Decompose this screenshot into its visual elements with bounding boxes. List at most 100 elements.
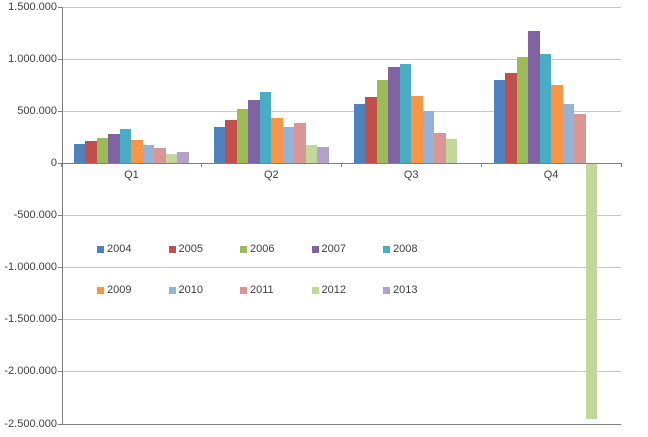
x-axis-tick [61,163,62,168]
bar-2006-q2 [236,109,249,164]
x-axis-label-q2: Q2 [263,169,279,182]
bar-2008-q1 [119,129,132,164]
bar-2004-q4 [493,79,506,164]
y-axis-label: 1.500.000 [8,0,57,13]
legend-swatch-2004 [97,245,104,253]
gridline [61,371,621,373]
legend-swatch-2007 [311,245,319,253]
bar-2004-q1 [74,143,86,164]
bar-2007-q4 [528,31,540,164]
bar-2008-q4 [539,53,552,164]
bar-2010-q3 [422,110,435,164]
bar-2006-q1 [96,137,109,164]
y-axis-label: -500.000 [13,209,57,221]
bar-2006-q3 [376,79,389,164]
legend-item-2007: 2007 [311,243,346,255]
legend-item-2005: 2005 [168,243,203,255]
x-axis-label-q4: Q4 [543,169,559,182]
bar-2005-q4 [505,72,517,164]
gridline [61,58,621,60]
bar-2009-q3 [411,95,423,164]
legend-swatch-2010 [168,286,176,294]
y-axis-tick [57,162,62,164]
bar-2007-q1 [108,133,120,164]
y-axis-tick [57,423,62,425]
x-axis-label-q3: Q3 [403,169,419,182]
legend-item-2013: 2013 [383,284,417,296]
y-axis-tick [57,110,62,112]
legend-label-2013: 2013 [393,284,418,296]
legend-swatch-2006 [240,245,247,253]
y-axis-tick [57,58,62,60]
legend-label-2006: 2006 [250,243,275,255]
legend-swatch-2008 [383,245,390,253]
legend-label-2005: 2005 [178,243,203,255]
gridline [61,319,621,321]
bar-2013-q2 [317,147,329,164]
legend-swatch-2005 [168,245,176,253]
legend-swatch-2012 [311,286,319,294]
bar-2012-q3 [445,138,458,164]
bar-2012-q1 [165,153,178,164]
x-axis-tick [340,163,342,168]
legend-item-2009: 2009 [97,284,131,296]
y-axis-label: -2.000.000 [4,365,57,378]
bar-2009-q2 [271,118,283,164]
legend-label-2004: 2004 [107,243,132,255]
bar-2011-q3 [434,133,446,164]
legend-label-2011: 2011 [250,284,274,296]
gridline [61,215,621,216]
bar-2011-q1 [154,147,166,164]
gridline [61,423,621,425]
bar-2012-q2 [305,145,318,164]
y-axis-tick [57,215,62,216]
legend-item-2004: 2004 [97,243,131,255]
legend-label-2009: 2009 [107,284,132,296]
legend-item-2012: 2012 [311,284,346,296]
y-axis-label: 0 [50,156,57,169]
x-axis-tick [620,163,622,168]
legend-item-2008: 2008 [383,243,417,255]
legend-swatch-2013 [383,286,390,294]
gridline [61,110,621,112]
legend-label-2008: 2008 [393,243,418,255]
bar-2009-q4 [551,84,563,164]
y-axis-line [61,7,63,424]
bar-2008-q2 [259,92,272,164]
x-axis-label-q1: Q1 [124,169,139,182]
y-axis-label: -1.500.000 [4,313,57,326]
bar-2012-q4 [585,163,597,420]
legend-label-2010: 2010 [178,284,203,296]
y-axis-label: -2.500.000 [4,417,57,430]
y-axis-label: 500.000 [17,104,57,117]
bar-2011-q4 [574,114,586,164]
legend-swatch-2009 [97,286,104,294]
gridline [61,6,621,8]
bar-2013-q1 [177,152,189,164]
legend-label-2007: 2007 [321,243,346,255]
bar-2007-q3 [388,67,400,164]
legend-item-2011: 2011 [240,284,274,296]
bar-2004-q3 [353,103,366,164]
bar-2005-q1 [85,140,97,164]
y-axis-tick [57,371,62,373]
bar-2010-q2 [282,127,295,164]
y-axis-label: -1.000.000 [4,261,57,274]
legend-item-2006: 2006 [240,243,274,255]
legend-item-2010: 2010 [168,284,203,296]
x-axis-tick [480,163,482,168]
bar-2011-q2 [294,122,306,164]
y-axis-tick [57,267,62,269]
bar-2004-q2 [213,126,226,164]
legend-label-2012: 2012 [321,284,346,296]
bar-2005-q2 [225,120,237,164]
bar-2008-q3 [399,64,412,164]
bar-2007-q2 [248,99,260,164]
bar-2005-q3 [365,96,377,164]
y-axis-tick [57,6,62,8]
gridline [61,267,621,269]
legend-swatch-2011 [240,286,247,294]
x-axis-tick [200,163,202,168]
bar-2009-q1 [131,139,143,164]
